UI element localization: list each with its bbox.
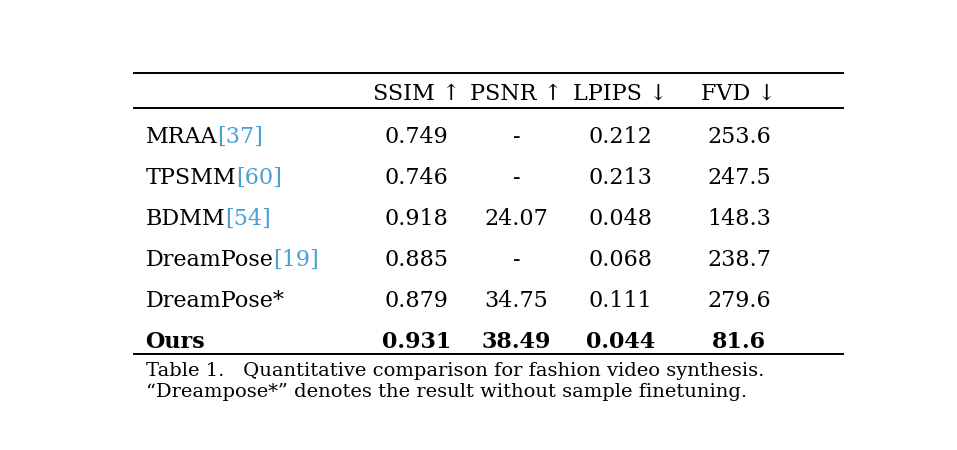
Text: DreamPose*: DreamPose* [145, 290, 284, 312]
Text: BDMM: BDMM [145, 208, 225, 230]
Text: LPIPS ↓: LPIPS ↓ [573, 83, 668, 105]
Text: “Dreampose*” denotes the result without sample finetuning.: “Dreampose*” denotes the result without … [145, 383, 746, 401]
Text: DreamPose: DreamPose [145, 249, 274, 271]
Text: 0.931: 0.931 [382, 331, 451, 353]
Text: -: - [513, 167, 521, 189]
Text: Table 1.   Quantitative comparison for fashion video synthesis.: Table 1. Quantitative comparison for fas… [145, 362, 764, 380]
Text: 253.6: 253.6 [707, 126, 770, 148]
Text: 0.111: 0.111 [589, 290, 652, 312]
Text: 0.212: 0.212 [589, 126, 652, 148]
Text: PSNR ↑: PSNR ↑ [470, 83, 563, 105]
Text: 148.3: 148.3 [707, 208, 770, 230]
Text: Ours: Ours [145, 331, 205, 353]
Text: 0.213: 0.213 [589, 167, 652, 189]
Text: -: - [513, 249, 521, 271]
Text: 238.7: 238.7 [707, 249, 770, 271]
Text: 24.07: 24.07 [484, 208, 548, 230]
Text: FVD ↓: FVD ↓ [701, 83, 776, 105]
Text: 0.749: 0.749 [385, 126, 448, 148]
Text: SSIM ↑: SSIM ↑ [372, 83, 460, 105]
Text: [37]: [37] [217, 126, 263, 148]
Text: 0.885: 0.885 [385, 249, 448, 271]
Text: 279.6: 279.6 [707, 290, 770, 312]
Text: [54]: [54] [225, 208, 271, 230]
Text: 0.879: 0.879 [385, 290, 448, 312]
Text: 0.044: 0.044 [586, 331, 655, 353]
Text: [19]: [19] [274, 249, 320, 271]
Text: MRAA: MRAA [145, 126, 217, 148]
Text: 247.5: 247.5 [707, 167, 770, 189]
Text: -: - [513, 126, 521, 148]
Text: 0.746: 0.746 [385, 167, 448, 189]
Text: [60]: [60] [236, 167, 282, 189]
Text: TPSMM: TPSMM [145, 167, 236, 189]
Text: 0.918: 0.918 [385, 208, 448, 230]
Text: 38.49: 38.49 [481, 331, 551, 353]
Text: 81.6: 81.6 [712, 331, 766, 353]
Text: 0.068: 0.068 [589, 249, 653, 271]
Text: 34.75: 34.75 [484, 290, 548, 312]
Text: 0.048: 0.048 [589, 208, 653, 230]
